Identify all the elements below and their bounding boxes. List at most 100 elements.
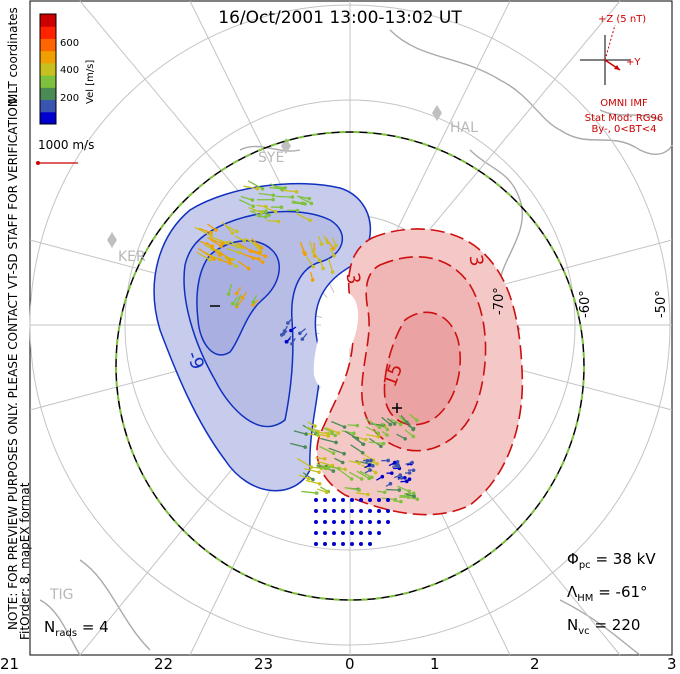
velocity-vector-origin	[386, 498, 390, 502]
velocity-vector-origin	[388, 481, 393, 486]
velocity-vector-origin	[317, 481, 322, 486]
velocity-vector	[297, 457, 312, 468]
imf-source: OMNI IMF	[600, 98, 648, 109]
velocity-vector-origin	[251, 256, 256, 261]
velocity-vector-origin	[255, 186, 260, 191]
velocity-vector-origin	[246, 266, 251, 271]
velocity-vector-origin	[289, 328, 293, 333]
velocity-vector-origin	[380, 474, 385, 479]
mlt-tick-22: 22	[154, 655, 174, 673]
velocity-vector-origin	[314, 498, 318, 502]
velocity-vector-origin	[350, 520, 354, 524]
velocity-vector-origin	[368, 468, 372, 472]
velocity-vector-origin	[396, 464, 401, 469]
polar-gap	[313, 291, 359, 388]
lat-label-70: -70°	[492, 287, 507, 315]
velocity-vector-origin	[350, 509, 354, 513]
velocity-vector	[205, 241, 221, 256]
coordinates-note: MLT coordinates	[6, 7, 20, 104]
velocity-vector-origin	[279, 187, 284, 191]
velocity-vector-origin	[271, 197, 275, 202]
velocity-vector	[221, 221, 233, 234]
velocity-vector	[341, 430, 355, 434]
velocity-vector	[356, 470, 370, 479]
velocity-vector-origin	[209, 233, 214, 238]
velocity-vector-origin	[234, 302, 239, 307]
velocity-vector-origin	[271, 193, 276, 198]
velocity-vector	[390, 418, 402, 426]
station-markers	[107, 105, 442, 248]
velocity-vector-origin	[411, 468, 416, 473]
velocity-vector-origin	[294, 189, 299, 194]
velocity-vector	[296, 195, 310, 200]
velocity-vector-origin	[212, 257, 216, 261]
velocity-vector-origin	[385, 433, 389, 437]
velocity-vector	[196, 251, 210, 261]
velocity-vector	[301, 490, 317, 494]
positive-potential-cell	[316, 228, 524, 516]
velocity-vector-origin	[341, 509, 345, 513]
stat-n-rads: Nrads = 4	[44, 618, 109, 639]
velocity-vector-origin	[376, 431, 381, 436]
velocity-vector-origin	[323, 457, 327, 461]
velocity-vector	[352, 436, 364, 445]
velocity-vector-origin	[361, 442, 365, 446]
velocity-vector-origin	[323, 520, 327, 524]
velocity-vector	[312, 250, 321, 261]
lat-label-60: -60°	[578, 290, 593, 318]
velocity-vector-origin	[234, 264, 238, 269]
velocity-vector	[199, 227, 212, 234]
velocity-vector-origin	[257, 250, 262, 255]
velocity-vector	[237, 242, 251, 252]
velocity-vector	[348, 471, 362, 480]
velocity-vector-origin	[377, 509, 381, 513]
velocity-vector-origin	[398, 422, 403, 427]
colorbar-block	[40, 62, 56, 76]
velocity-vector-origin	[314, 491, 319, 495]
velocity-vector-origin	[392, 422, 397, 426]
velocity-vector-origin	[350, 531, 354, 535]
velocity-vector-origin	[307, 196, 312, 201]
imf-clock	[580, 24, 630, 85]
velocity-vector-origin	[313, 424, 317, 428]
colorbar-block	[40, 99, 56, 113]
velocity-vector-origin	[242, 238, 247, 243]
velocity-vector	[243, 185, 258, 190]
velocity-vector-origin	[227, 261, 232, 266]
velocity-vector	[355, 460, 371, 465]
velocity-vector-origin	[207, 257, 212, 262]
mlt-tick-21: 21	[0, 655, 20, 673]
velocity-vector-origin	[371, 458, 376, 463]
velocity-vector	[365, 418, 380, 428]
velocity-vector	[247, 180, 263, 190]
velocity-vector-origin	[403, 475, 407, 480]
velocity-vector-origin	[386, 520, 390, 524]
velocity-vector	[228, 240, 243, 249]
velocity-vector	[319, 445, 334, 454]
velocity-vector-origin	[331, 451, 336, 456]
velocity-vector-origin	[398, 473, 403, 477]
station-label-ker: KER	[118, 249, 146, 265]
velocity-vector-origin	[377, 498, 381, 502]
velocity-vector	[207, 237, 223, 245]
velocity-vector	[326, 465, 339, 470]
velocity-vector-origin	[392, 460, 397, 465]
velocity-vector-origin	[300, 337, 305, 341]
velocity-vector-origin	[230, 231, 235, 235]
velocity-vector	[344, 486, 360, 491]
velocity-vector-origin	[279, 205, 284, 209]
velocity-vector-origin	[341, 542, 345, 546]
velocity-vector-origin	[325, 240, 330, 245]
velocity-vector-origin	[355, 423, 360, 428]
velocity-vector-origin	[360, 450, 365, 455]
velocity-vector-origin	[267, 213, 271, 217]
velocity-vector	[304, 468, 320, 473]
velocity-vector-origin	[382, 490, 387, 495]
mlt-tick-1: 1	[430, 655, 440, 673]
velocity-vector-origin	[406, 495, 411, 499]
velocity-vector-origin	[342, 425, 347, 429]
velocity-vector	[331, 420, 345, 428]
velocity-vector	[328, 447, 345, 455]
velocity-vector-origin	[259, 246, 264, 250]
station-label-hal: HAL	[450, 120, 478, 136]
